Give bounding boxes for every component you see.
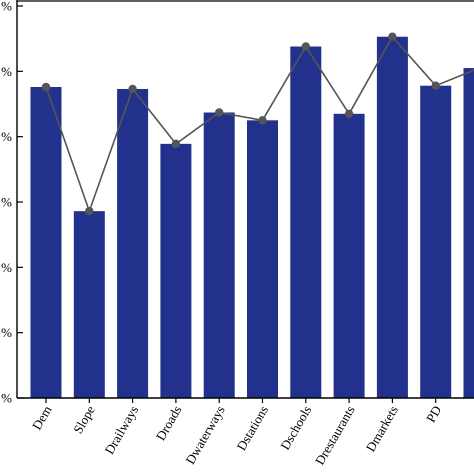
line-marker-pd	[431, 81, 440, 90]
x-tick-label-dstations: Dstations	[234, 403, 272, 453]
y-tick-label: %	[1, 391, 12, 406]
x-tick-label-drestaurants: Drestaurants	[312, 403, 358, 467]
bar-dem	[30, 87, 62, 398]
bar-dstations	[247, 120, 278, 398]
line-marker-drailways	[128, 84, 137, 94]
line-marker-dmarkets	[388, 32, 397, 41]
y-tick-label: %	[1, 195, 12, 210]
bar-pd	[420, 85, 452, 399]
axes-group	[16, 0, 474, 403]
bar-dwaterways	[203, 112, 235, 399]
line-marker-dwaterways	[215, 108, 224, 117]
x-tick-label-dwaterways: Dwaterways	[182, 403, 227, 467]
bar-dschools	[290, 46, 322, 398]
line-marker-slope	[85, 206, 94, 216]
bar-slope	[73, 211, 105, 398]
y-tick-labels-group: %%%%%%%	[1, 0, 12, 406]
bar-dmarkets	[376, 36, 408, 399]
x-tick-label-dem: Dem	[29, 403, 55, 432]
x-tick-label-drailways: Drailways	[101, 403, 141, 457]
bars-group	[30, 36, 474, 399]
y-tick-label: %	[1, 260, 12, 275]
bar-droads	[160, 143, 192, 398]
y-tick-label: %	[1, 0, 12, 14]
x-tick-label-droads: Droads	[153, 403, 185, 443]
line-marker-dstations	[258, 116, 267, 125]
x-tick-label-slope: Slope	[70, 403, 98, 436]
bar-drestaurants	[333, 113, 365, 399]
line-marker-droads	[171, 139, 181, 149]
line-marker-drestaurants	[344, 109, 354, 119]
line-marker-dem	[41, 82, 51, 92]
bar-drailways	[117, 88, 149, 398]
x-tick-label-pd: PD	[423, 403, 444, 425]
x-tick-label-s: S	[471, 403, 474, 417]
x-tick-label-dmarkets: Dmarkets	[363, 403, 401, 454]
line-series-group	[41, 32, 474, 216]
x-tick-label-dschools: Dschools	[277, 403, 314, 452]
y-tick-label: %	[1, 325, 12, 340]
bar-s	[463, 68, 474, 398]
y-tick-label: %	[1, 129, 12, 144]
line-marker-dschools	[301, 42, 310, 51]
y-tick-label: %	[1, 64, 12, 79]
